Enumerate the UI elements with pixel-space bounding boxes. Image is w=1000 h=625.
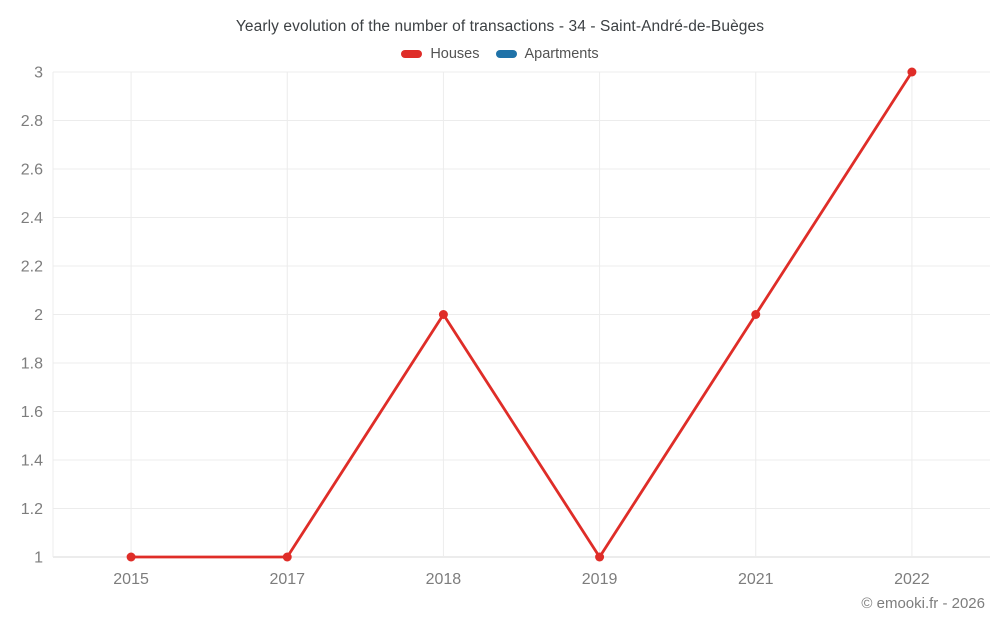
x-tick-label: 2022	[894, 571, 930, 588]
legend-item-apartments[interactable]: Apartments	[495, 46, 599, 62]
x-tick-label: 2015	[113, 571, 149, 588]
houses-point-2015[interactable]	[126, 552, 136, 562]
y-tick-label: 1.4	[21, 453, 43, 470]
y-tick-label: 2.8	[21, 113, 43, 130]
x-tick-label: 2018	[426, 571, 462, 588]
houses-series-swatch-icon	[401, 50, 423, 58]
legend-label-apartments: Apartments	[524, 46, 599, 62]
y-tick-label: 1.2	[21, 501, 43, 518]
apartments-series-swatch-icon	[495, 50, 517, 58]
houses-point-2021[interactable]	[751, 310, 761, 319]
houses-point-2017[interactable]	[282, 552, 292, 562]
houses-series-line	[129, 70, 914, 559]
houses-point-2022[interactable]	[907, 67, 917, 77]
legend-item-houses[interactable]: Houses	[401, 46, 480, 62]
y-tick-label: 3	[34, 65, 43, 82]
y-tick-label: 1	[34, 550, 43, 567]
x-tick-label: 2019	[582, 571, 618, 588]
chart-legend: Houses Apartments	[0, 46, 1000, 62]
houses-point-2019[interactable]	[595, 552, 605, 562]
legend-label-houses: Houses	[430, 46, 480, 62]
y-tick-label: 1.6	[21, 404, 43, 421]
y-tick-label: 2.6	[21, 162, 43, 179]
houses-point-2018[interactable]	[438, 310, 448, 319]
y-tick-label: 2	[34, 307, 43, 324]
y-tick-label: 1.8	[21, 356, 43, 373]
chart-title: Yearly evolution of the number of transa…	[235, 18, 765, 35]
x-tick-label: 2017	[269, 571, 305, 588]
y-tick-label: 2.4	[21, 210, 43, 227]
copyright-text: © emooki.fr - 2026	[861, 595, 985, 612]
y-tick-label: 2.2	[21, 259, 43, 276]
x-tick-label: 2021	[738, 571, 774, 588]
